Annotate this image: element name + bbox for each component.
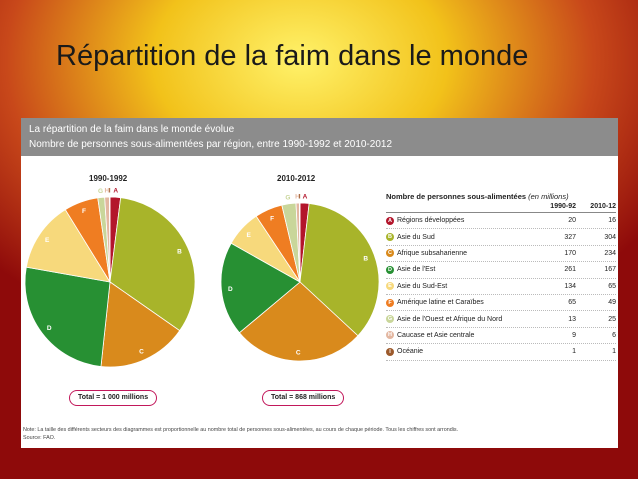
legend-value-2010: 65	[608, 282, 616, 290]
legend-row: G Asie de l'Ouest et Afrique du Nord 13 25	[386, 311, 616, 328]
legend-value-2010: 25	[608, 315, 616, 323]
legend-value-2010: 1	[612, 348, 616, 356]
legend-label: Océanie	[397, 348, 424, 356]
legend-swatch: G	[386, 315, 394, 324]
legend-swatch: I	[386, 347, 394, 356]
legend-col-1990: 1990-92	[550, 203, 576, 210]
pie-slice	[299, 203, 380, 337]
legend-value-1990: 134	[564, 282, 576, 290]
legend-label: Caucase et Asie centrale	[397, 331, 475, 339]
pie-slice-label: D	[47, 325, 52, 332]
source-text: Source: FAO.	[23, 435, 56, 441]
legend-row: E Asie du Sud-Est 134 65	[386, 279, 616, 295]
legend-label: Amérique latine et Caraïbes	[397, 299, 484, 307]
pie-slice-label: D	[228, 286, 233, 293]
pie-slice-label: E	[45, 237, 50, 244]
pie-slice-label: H	[104, 188, 109, 195]
pie-1-total: Total = 1 000 millions	[69, 390, 158, 406]
pie-slice-label: F	[270, 215, 274, 222]
legend-row: I Océanie 1 1	[386, 344, 616, 361]
legend-heading: Nombre de personnes sous-alimentées (en …	[386, 192, 569, 201]
legend-value-1990: 327	[564, 233, 576, 241]
pie-slice-label: I	[299, 194, 301, 201]
legend-value-2010: 234	[604, 249, 616, 257]
legend-label: Régions développées	[397, 217, 465, 225]
pie-slice	[238, 281, 359, 362]
legend-value-1990: 65	[568, 299, 576, 307]
pie-slice-label: B	[177, 249, 182, 256]
legend-value-2010: 167	[604, 266, 616, 274]
pie-slice-label: C	[139, 349, 144, 356]
slide-title: Répartition de la faim dans le monde	[56, 40, 529, 72]
legend-row: A Régions développées 20 16	[386, 213, 616, 230]
legend-value-2010: 16	[608, 217, 616, 225]
pie-slice-label: G	[285, 194, 290, 201]
legend-swatch: C	[386, 249, 394, 258]
panel-subtitle: Nombre de personnes sous-alimentées par …	[29, 139, 393, 150]
legend-value-1990: 20	[568, 217, 576, 225]
pie-slice-label: F	[82, 208, 86, 215]
pie-slice-label: I	[109, 188, 111, 195]
pie-slice-label: E	[247, 232, 252, 239]
panel-title: La répartition de la faim dans le monde …	[29, 124, 235, 135]
legend-row: C Afrique subsaharienne 170 234	[386, 246, 616, 263]
legend-value-2010: 304	[604, 233, 616, 241]
legend-row: H Caucase et Asie centrale 9 6	[386, 328, 616, 345]
pie-slice-label: H	[295, 194, 300, 201]
legend-value-1990: 9	[572, 331, 576, 339]
pie-2-total: Total = 868 millions	[262, 390, 345, 406]
pie-slice	[109, 196, 111, 283]
legend-swatch: B	[386, 233, 394, 242]
chart-panel: La répartition de la faim dans le monde …	[21, 118, 618, 448]
note-text: Note: La taille des différents secteurs …	[23, 427, 459, 433]
legend-swatch: E	[386, 282, 394, 291]
legend-value-1990: 1	[572, 348, 576, 356]
pie-slice-label: C	[296, 349, 301, 356]
legend-swatch: A	[386, 216, 394, 225]
legend-value-1990: 13	[568, 315, 576, 323]
pie-2-year: 2010-2012	[277, 174, 316, 183]
legend-row: B Asie du Sud 327 304	[386, 229, 616, 246]
footnote: Note: La taille des différents secteurs …	[23, 426, 618, 442]
legend-swatch: D	[386, 265, 394, 274]
pie-slice-label: A	[113, 188, 118, 195]
legend-label: Afrique subsaharienne	[397, 249, 468, 257]
legend-label: Asie de l'Ouest et Afrique du Nord	[397, 315, 503, 323]
pie-slice	[220, 242, 301, 334]
pie-1-year: 1990-1992	[89, 174, 128, 183]
legend-value-1990: 170	[564, 249, 576, 257]
legend-swatch: H	[386, 331, 394, 340]
pie-slice	[24, 266, 111, 367]
pie-slice-label: A	[303, 194, 308, 201]
legend-col-2010: 2010-12	[590, 203, 616, 210]
pie-slice-label: B	[363, 255, 368, 262]
panel-header: La répartition de la faim dans le monde …	[21, 118, 618, 156]
pie-slice	[109, 197, 196, 332]
legend-value-1990: 261	[564, 266, 576, 274]
legend-table: Nombre de personnes sous-alimentées (en …	[386, 192, 616, 361]
legend-label: Asie de l'Est	[397, 266, 436, 274]
pie-slice	[100, 281, 181, 368]
legend-value-2010: 49	[608, 299, 616, 307]
legend-columns: 1990-92 2010-12	[386, 203, 616, 213]
legend-swatch: F	[386, 298, 394, 307]
legend-label: Asie du Sud	[397, 233, 435, 241]
pie-slice	[299, 202, 301, 283]
legend-value-2010: 6	[612, 331, 616, 339]
legend-unit: (en millions)	[528, 192, 569, 201]
pie-slice-label: G	[98, 188, 103, 195]
legend-row: D Asie de l'Est 261 167	[386, 262, 616, 279]
legend-label: Asie du Sud-Est	[397, 282, 448, 290]
legend-row: F Amérique latine et Caraïbes 65 49	[386, 295, 616, 312]
pie-slice	[25, 209, 111, 283]
legend-rows: A Régions développées 20 16 B Asie du Sud 327 3…	[386, 213, 616, 361]
